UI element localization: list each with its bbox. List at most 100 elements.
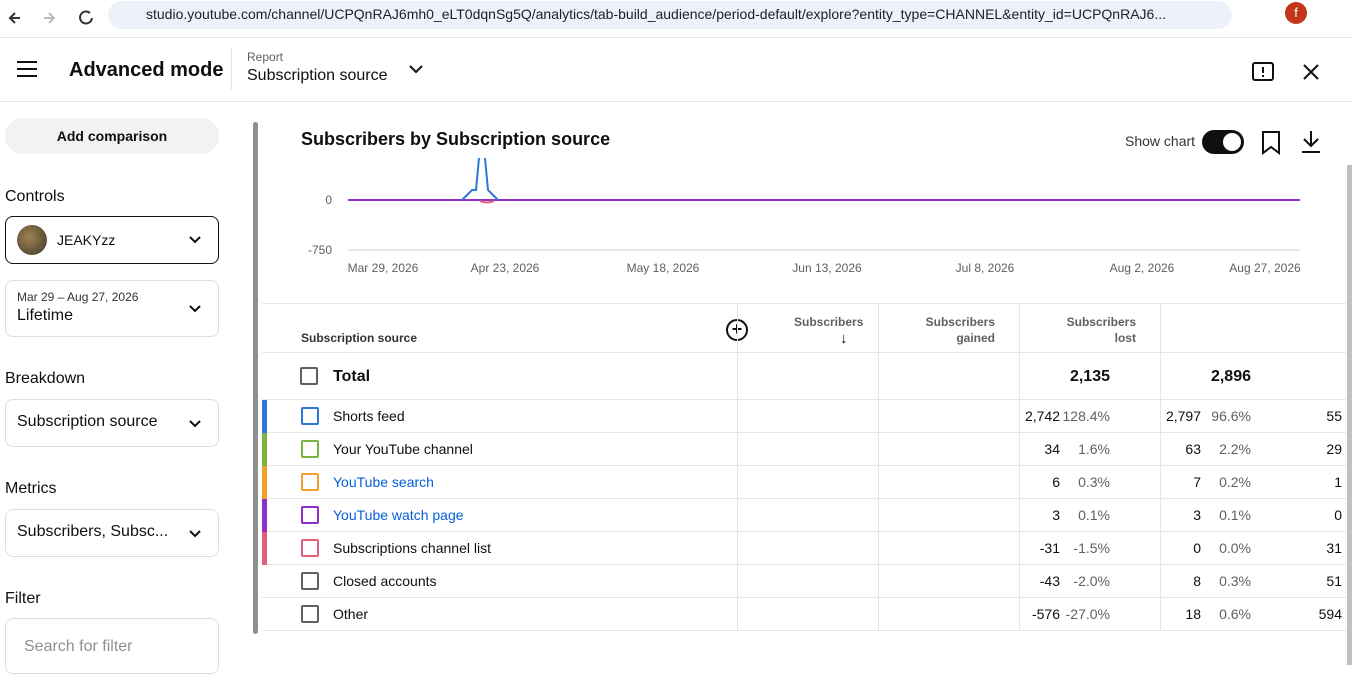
date-select[interactable]: Mar 29 – Aug 27, 2026 Lifetime	[5, 280, 219, 337]
report-select[interactable]: Subscription source	[247, 67, 388, 84]
cell-value: 3	[1052, 507, 1060, 523]
profile-avatar[interactable]: f	[1285, 2, 1307, 24]
channel-name: JEAKYzz	[57, 232, 116, 248]
sidebar: Add comparison Controls JEAKYzz Mar 29 –…	[0, 102, 258, 683]
column-divider	[737, 598, 738, 630]
total-value: 2,135	[1069, 368, 1110, 385]
header: Advanced mode Report Subscription source	[0, 38, 1352, 102]
row-label[interactable]: YouTube watch page	[333, 507, 464, 523]
metrics-select[interactable]: Subscribers, Subsc...	[5, 509, 219, 557]
cell-value: 2,797	[1165, 408, 1201, 424]
breakdown-value: Subscription source	[17, 413, 158, 430]
series-color-bar	[262, 433, 267, 466]
y-tick-label: -750	[307, 243, 332, 257]
chart-controls[interactable]	[1200, 128, 1325, 156]
cell-value: -43	[1039, 573, 1060, 589]
total-value: 2,896	[1210, 368, 1251, 385]
cell-value: 34	[1044, 441, 1060, 457]
column-divider	[878, 565, 879, 597]
channel-select[interactable]: JEAKYzz	[5, 216, 219, 264]
metrics-value: Subscribers, Subsc...	[17, 523, 169, 540]
column-divider	[1160, 598, 1161, 630]
x-tick-label: Jul 8, 2026	[955, 261, 1015, 275]
series-color-bar	[262, 400, 267, 433]
column-divider	[1160, 466, 1161, 498]
table-row: Closed accounts-43-2.0%80.3%516.7%	[262, 565, 1346, 598]
checkbox[interactable]	[300, 367, 318, 385]
column-divider	[1019, 353, 1020, 399]
checkbox[interactable]	[301, 539, 319, 557]
section-label: Filter	[5, 590, 41, 607]
cell-percent: 0.3%	[1219, 573, 1251, 589]
nav-buttons[interactable]	[6, 6, 106, 30]
x-tick-label: Mar 29, 2026	[347, 261, 419, 275]
column-header: Subscription source	[301, 331, 418, 345]
column-divider	[878, 598, 879, 630]
column-divider	[737, 400, 738, 432]
row-label: Other	[333, 606, 369, 622]
column-divider	[1019, 532, 1020, 564]
y-tick-label: 0	[325, 193, 332, 207]
address-bar[interactable]: studio.youtube.com/channel/UCPQnRAJ6mh0_…	[108, 1, 1232, 29]
checkbox[interactable]	[301, 473, 319, 491]
column-header[interactable]: Subscribers gained	[925, 315, 995, 345]
cell-percent: 0.1%	[1219, 507, 1251, 523]
cell-value: -31	[1039, 540, 1060, 556]
cell-value: 0	[1193, 540, 1201, 556]
column-header[interactable]: Subscribers lost	[1066, 315, 1136, 345]
cell-percent: 0.3%	[1078, 474, 1110, 490]
cell-value: 55	[1326, 408, 1342, 424]
column-divider	[1160, 400, 1161, 432]
column-header[interactable]: Subscribers	[794, 315, 864, 329]
filter-placeholder: Search for filter	[24, 638, 133, 655]
cell-percent: -27.0%	[1065, 606, 1110, 622]
cell-value: 29	[1326, 441, 1342, 457]
filter-input[interactable]: Search for filter	[5, 618, 219, 674]
cell-value: 7	[1193, 474, 1201, 490]
column-divider	[737, 433, 738, 465]
column-divider	[1160, 532, 1161, 564]
row-label[interactable]: YouTube search	[333, 474, 434, 490]
cell-value: 0	[1334, 507, 1342, 523]
checkbox[interactable]	[301, 440, 319, 458]
row-label: Total	[333, 368, 371, 385]
channel-avatar	[17, 225, 47, 255]
column-divider	[878, 304, 879, 352]
series-color-bar	[262, 499, 267, 532]
feedback-button[interactable]	[1252, 62, 1274, 84]
cell-value: 63	[1185, 441, 1201, 457]
cell-value: 3	[1193, 507, 1201, 523]
close-button[interactable]	[1303, 64, 1319, 80]
section-label: Metrics	[5, 480, 57, 497]
cell-value: -576	[1031, 606, 1060, 622]
row-label: Closed accounts	[333, 573, 437, 589]
checkbox[interactable]	[301, 506, 319, 524]
breakdown-select[interactable]: Subscription source	[5, 399, 219, 447]
cell-percent: 2.2%	[1219, 441, 1251, 457]
checkbox[interactable]	[301, 572, 319, 590]
cell-value: 18	[1185, 606, 1201, 622]
table-header: Subscription source+SubscribersSubscribe…	[262, 304, 1346, 353]
dropdown-icon	[189, 305, 201, 313]
cell-value: 8	[1193, 573, 1201, 589]
sort-icon[interactable]: ↓	[840, 330, 848, 347]
scrollbar[interactable]	[253, 122, 258, 634]
column-divider	[1019, 433, 1020, 465]
add-comparison-button[interactable]: Add comparison	[5, 118, 219, 154]
report-dropdown[interactable]	[409, 65, 423, 74]
column-divider	[737, 353, 738, 399]
menu-button[interactable]	[17, 60, 37, 78]
scrollbar[interactable]	[1347, 165, 1352, 665]
dropdown-icon	[189, 236, 201, 244]
cell-value: 594	[1318, 606, 1342, 622]
checkbox[interactable]	[301, 605, 319, 623]
checkbox[interactable]	[301, 407, 319, 425]
section-label: Breakdown	[5, 370, 86, 387]
chart-title: Subscribers by Subscription source	[301, 129, 611, 149]
report-label: Report	[247, 50, 284, 64]
column-divider	[1160, 304, 1161, 352]
